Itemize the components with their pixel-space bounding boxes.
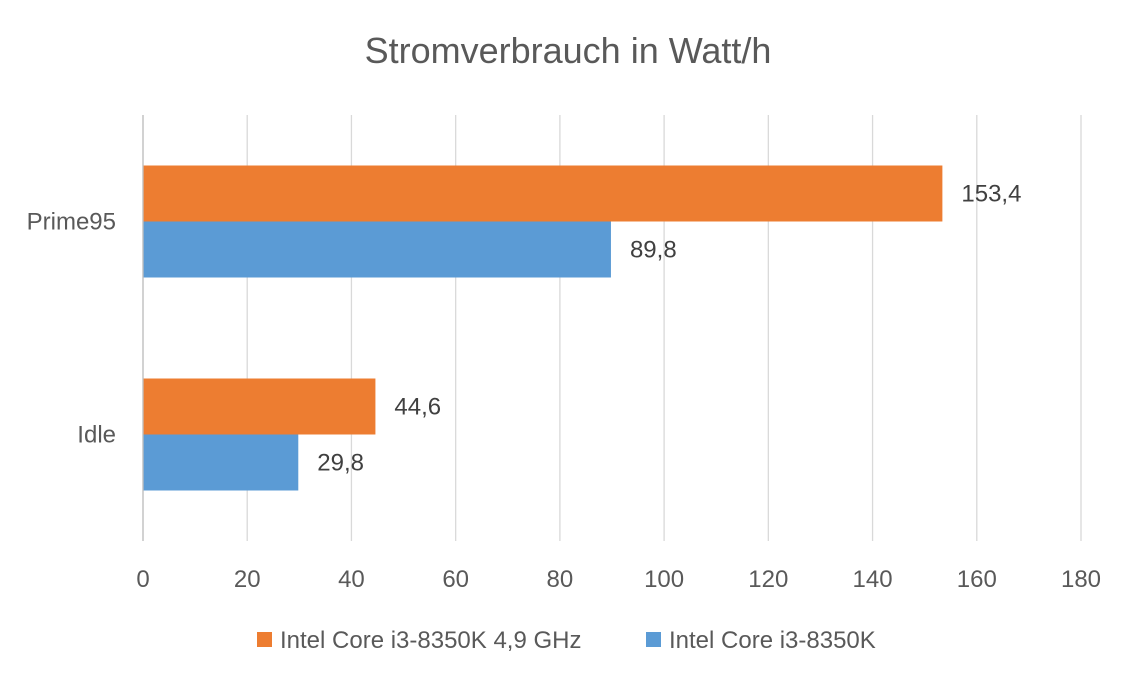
data-label: 44,6	[394, 394, 441, 421]
x-tick-label: 160	[957, 566, 997, 593]
x-tick-label: 120	[748, 566, 788, 593]
data-label: 89,8	[630, 237, 677, 264]
x-tick-label: 180	[1061, 566, 1101, 593]
x-tick-label: 40	[338, 566, 365, 593]
x-tick-label: 20	[234, 566, 261, 593]
y-category-label: Idle	[77, 422, 116, 449]
axes: 0 20 40 60 80 100 120 140 160 180 Prime95 Idle	[27, 115, 1101, 593]
legend-entry: Intel Core i3-8350K	[669, 627, 876, 654]
x-tick-label: 0	[136, 566, 149, 593]
x-tick-label: 140	[853, 566, 893, 593]
y-category-label: Prime95	[27, 209, 116, 236]
bar-1-0	[143, 378, 376, 435]
legend: Intel Core i3-8350K 4,9 GHz Intel Core i3…	[257, 627, 876, 654]
data-label: 29,8	[317, 450, 364, 477]
bar-0-0	[143, 165, 943, 222]
x-tick-label: 60	[442, 566, 469, 593]
x-tick-label: 80	[547, 566, 574, 593]
bar-1-1	[143, 434, 299, 491]
legend-entry: Intel Core i3-8350K 4,9 GHz	[280, 627, 582, 654]
bar-0-1	[143, 221, 611, 278]
legend-swatch	[257, 632, 272, 647]
legend-swatch	[646, 632, 661, 647]
x-tick-label: 100	[644, 566, 684, 593]
chart-title: Stromverbrauch in Watt/h	[365, 30, 772, 71]
data-label: 153,4	[961, 181, 1021, 208]
bars: 153,4 89,8 44,6 29,8	[143, 165, 1021, 491]
